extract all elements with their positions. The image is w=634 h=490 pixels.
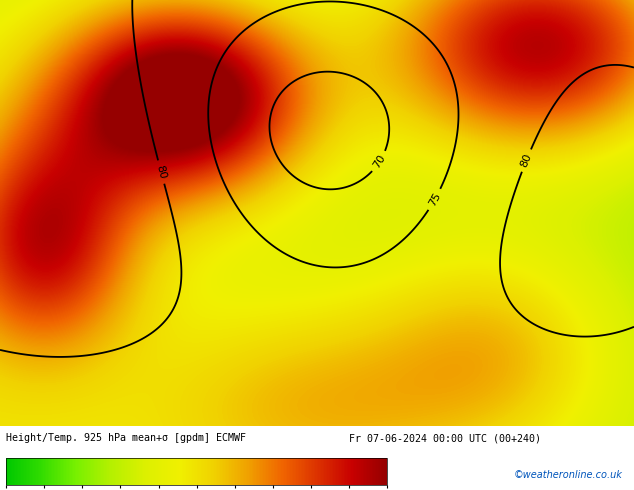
Text: 75: 75	[427, 191, 443, 208]
Text: 70: 70	[372, 153, 387, 170]
Text: Fr 07-06-2024 00:00 UTC (00+240): Fr 07-06-2024 00:00 UTC (00+240)	[349, 434, 541, 443]
Text: 80: 80	[519, 152, 534, 169]
Text: ©weatheronline.co.uk: ©weatheronline.co.uk	[514, 470, 623, 480]
Text: 80: 80	[155, 164, 168, 180]
Text: Height/Temp. 925 hPa mean+σ [gpdm] ECMWF: Height/Temp. 925 hPa mean+σ [gpdm] ECMWF	[6, 434, 247, 443]
